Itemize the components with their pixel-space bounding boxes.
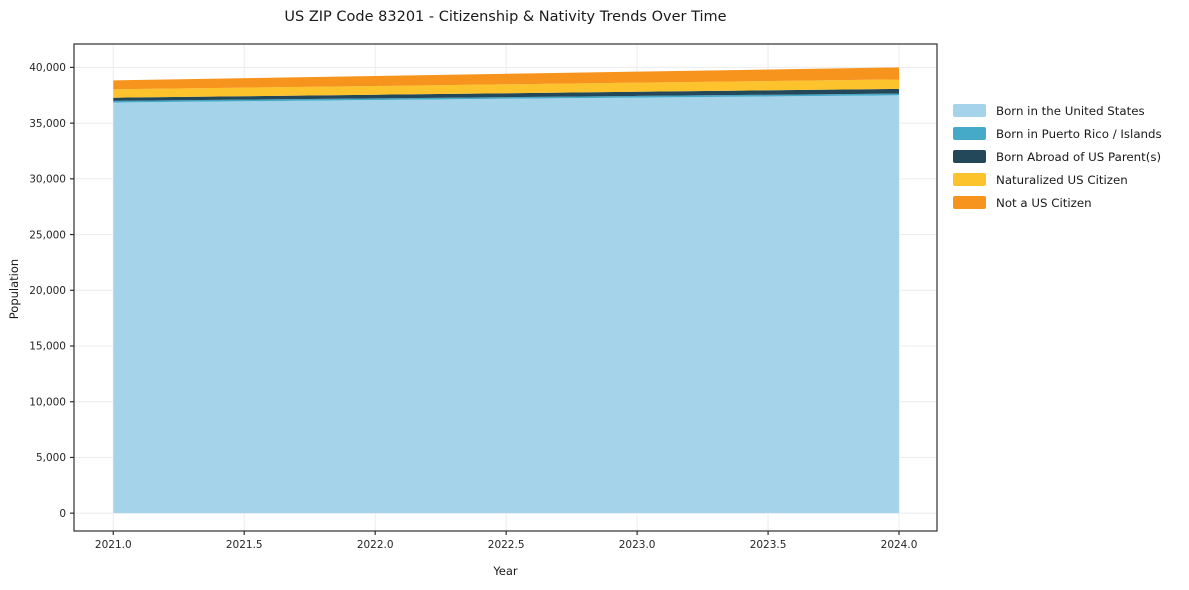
x-tick-label: 2021.5 (226, 539, 263, 551)
legend-label: Naturalized US Citizen (996, 172, 1128, 187)
x-tick-label: 2022.5 (488, 539, 525, 551)
x-axis-label: Year (493, 564, 518, 578)
y-tick-label: 15,000 (29, 341, 66, 353)
plot-border (73, 43, 938, 532)
legend-swatch (953, 104, 986, 117)
legend-item: Naturalized US Citizen (953, 172, 1162, 187)
area-series-born-abroad-of-us-parent-s (113, 88, 900, 101)
y-tick-label: 5,000 (36, 452, 66, 464)
x-tick-label: 2021.0 (95, 539, 132, 551)
chart-title: US ZIP Code 83201 - Citizenship & Nativi… (284, 9, 727, 25)
legend-label: Not a US Citizen (996, 195, 1092, 210)
y-tick-label: 20,000 (29, 285, 66, 297)
area-series-naturalized-us-citizen (113, 79, 900, 98)
y-tick-label: 0 (59, 508, 66, 520)
y-tick-label: 40,000 (29, 62, 66, 74)
legend-item: Born in the United States (953, 103, 1162, 118)
legend-label: Born Abroad of US Parent(s) (996, 149, 1162, 164)
legend-swatch (953, 173, 986, 186)
y-tick-label: 30,000 (29, 174, 66, 186)
legend-item: Born Abroad of US Parent(s) (953, 149, 1162, 164)
legend-label: Born in the United States (996, 103, 1145, 118)
area-series-born-in-puerto-rico-islands (113, 93, 900, 103)
x-tick-label: 2022.0 (357, 539, 394, 551)
y-tick-label: 10,000 (29, 396, 66, 408)
legend: Born in the United States Born in Puerto… (953, 104, 1162, 219)
area-series-born-in-the-united-states (113, 95, 900, 514)
legend-swatch (953, 127, 986, 140)
x-tick-label: 2024.0 (881, 539, 918, 551)
legend-swatch (953, 196, 986, 209)
legend-item: Not a US Citizen (953, 195, 1162, 210)
y-tick-label: 25,000 (29, 229, 66, 241)
legend-item: Born in Puerto Rico / Islands (953, 126, 1162, 141)
legend-swatch (953, 150, 986, 163)
x-tick-label: 2023.0 (619, 539, 656, 551)
y-tick-label: 35,000 (29, 118, 66, 130)
area-series-not-a-us-citizen (113, 67, 900, 90)
y-axis-label: Population (7, 258, 21, 320)
legend-label: Born in Puerto Rico / Islands (996, 126, 1162, 141)
x-tick-label: 2023.5 (750, 539, 787, 551)
